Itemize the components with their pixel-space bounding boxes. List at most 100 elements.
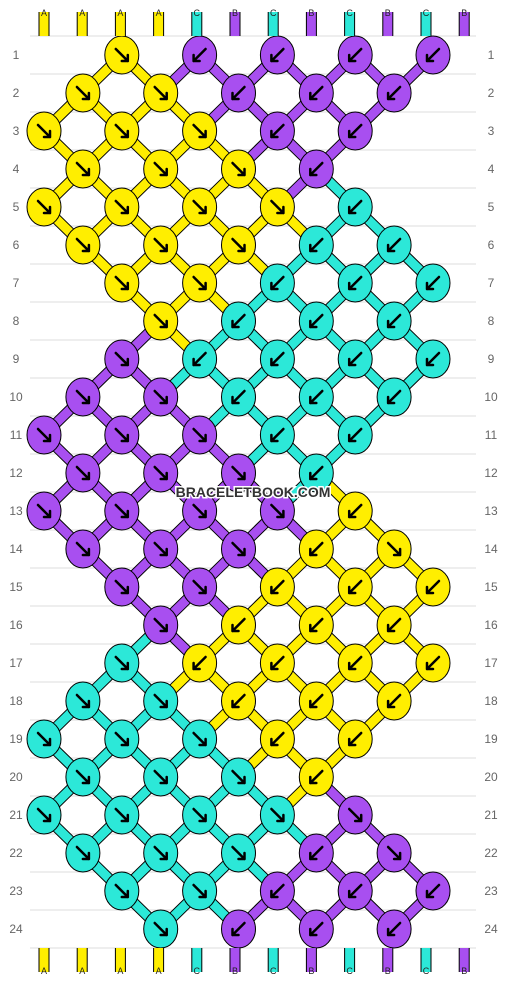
knot: [376, 301, 412, 341]
knot: [182, 415, 218, 455]
arrow-down-left-icon: [309, 617, 324, 633]
arrow-down-left-icon: [425, 47, 441, 63]
row-label-left: 8: [13, 314, 20, 328]
knot: [104, 339, 140, 379]
knot: [221, 833, 256, 873]
knot: [337, 795, 373, 835]
knot: [65, 529, 101, 569]
arrow-down-left-icon: [309, 161, 324, 177]
knot: [182, 871, 218, 911]
row-label-right: 3: [488, 124, 495, 138]
strand-label-top: C: [423, 8, 430, 18]
knot: [143, 377, 179, 417]
knot: [221, 757, 256, 797]
arrow-down-left-icon: [270, 123, 285, 139]
knot: [376, 225, 412, 265]
knot: [259, 35, 295, 75]
arrow-down-right-icon: [114, 579, 130, 595]
arrow-down-right-icon: [153, 389, 168, 405]
knot: [259, 795, 295, 835]
row-label-left: 7: [13, 276, 20, 290]
strand-label-top: C: [270, 8, 277, 18]
knot: [182, 187, 218, 227]
row-label-right: 24: [484, 922, 498, 936]
arrow-down-left-icon: [309, 541, 324, 557]
knot: [415, 567, 451, 607]
knot: [298, 833, 334, 873]
knot: [143, 757, 179, 797]
knot: [104, 491, 140, 531]
knot: [337, 263, 373, 303]
knot: [143, 301, 179, 341]
knot: [415, 35, 451, 75]
row-label-left: 18: [9, 694, 23, 708]
arrow-down-left-icon: [386, 389, 402, 405]
knot: [182, 795, 218, 835]
knot: [376, 377, 412, 417]
arrow-down-left-icon: [347, 123, 363, 139]
arrow-down-right-icon: [36, 731, 52, 747]
knot: [221, 605, 256, 645]
row-label-left: 14: [9, 542, 23, 556]
knot: [143, 73, 179, 113]
knot: [337, 187, 373, 227]
arrow-down-right-icon: [192, 731, 207, 747]
row-label-left: 22: [9, 846, 23, 860]
row-label-right: 20: [484, 770, 498, 784]
row-label-left: 3: [13, 124, 20, 138]
knot: [259, 263, 295, 303]
row-label-left: 13: [9, 504, 23, 518]
arrow-down-left-icon: [309, 313, 324, 329]
knot: [143, 453, 179, 493]
knot: [143, 833, 179, 873]
arrow-down-right-icon: [270, 503, 285, 519]
knot: [298, 909, 334, 949]
row-label-left: 19: [9, 732, 23, 746]
arrow-down-right-icon: [114, 731, 130, 747]
knot: [221, 453, 256, 493]
arrow-down-right-icon: [114, 123, 130, 139]
arrow-down-right-icon: [114, 807, 130, 823]
arrow-down-left-icon: [270, 427, 285, 443]
knot: [415, 643, 451, 683]
row-label-right: 17: [484, 656, 498, 670]
arrow-down-left-icon: [425, 275, 441, 291]
knot: [182, 567, 218, 607]
knot: [298, 757, 334, 797]
arrow-down-right-icon: [36, 123, 52, 139]
arrow-down-right-icon: [231, 769, 246, 785]
knot: [104, 111, 140, 151]
arrow-down-right-icon: [75, 389, 91, 405]
knot: [26, 795, 62, 835]
arrow-down-right-icon: [153, 465, 168, 481]
knot: [65, 681, 101, 721]
row-label-right: 12: [484, 466, 498, 480]
knot: [182, 643, 218, 683]
knot: [182, 719, 218, 759]
arrow-down-left-icon: [309, 465, 324, 481]
knot: [376, 605, 412, 645]
strand-label-bottom: C: [423, 966, 430, 976]
knot: [104, 187, 140, 227]
knot: [26, 491, 62, 531]
arrow-down-right-icon: [114, 883, 130, 899]
row-label-right: 7: [488, 276, 495, 290]
arrow-down-left-icon: [231, 85, 246, 101]
row-label-right: 22: [484, 846, 498, 860]
row-label-right: 23: [484, 884, 498, 898]
arrow-down-right-icon: [192, 427, 207, 443]
knot: [65, 757, 101, 797]
arrow-down-left-icon: [425, 579, 441, 595]
arrow-down-left-icon: [192, 655, 207, 671]
knot: [104, 567, 140, 607]
arrow-down-right-icon: [75, 85, 91, 101]
knot: [221, 681, 256, 721]
strand-label-bottom: B: [308, 966, 314, 976]
knot: [337, 567, 373, 607]
arrow-down-left-icon: [386, 693, 402, 709]
row-label-left: 6: [13, 238, 20, 252]
knot: [26, 111, 62, 151]
knot: [259, 567, 295, 607]
arrow-down-right-icon: [192, 199, 207, 215]
arrow-down-right-icon: [231, 845, 246, 861]
